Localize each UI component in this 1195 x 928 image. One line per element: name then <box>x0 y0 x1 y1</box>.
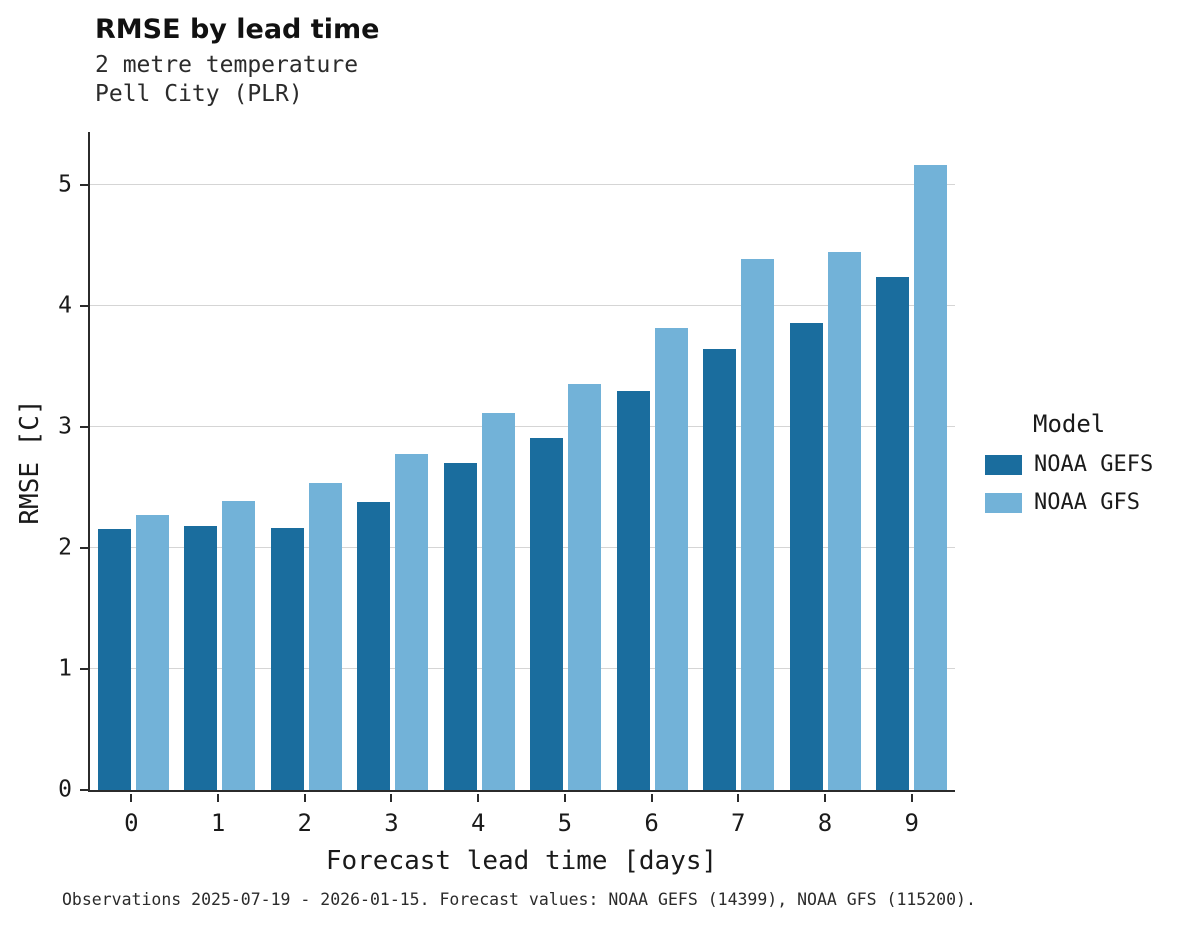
bar-noaa-gefs-lead-3 <box>357 502 391 790</box>
legend-items: NOAA GEFS NOAA GFS <box>985 452 1190 515</box>
x-tick-label-6: 6 <box>608 794 695 837</box>
bar-group-lead-5 <box>523 132 610 790</box>
legend-item-noaa-gefs: NOAA GEFS <box>985 452 1190 477</box>
chart-subtitle-location: Pell City (PLR) <box>95 81 303 107</box>
legend-label-noaa-gfs: NOAA GFS <box>1034 490 1140 515</box>
bar-group-lead-6 <box>609 132 696 790</box>
bar-group-lead-4 <box>436 132 523 790</box>
x-tick-label-0: 0 <box>88 794 175 837</box>
y-tick-mark-0 <box>80 789 90 791</box>
bar-noaa-gefs-lead-6 <box>616 390 650 790</box>
bar-noaa-gefs-lead-2 <box>270 527 304 790</box>
legend-swatch-noaa-gefs <box>985 454 1022 475</box>
legend-item-noaa-gfs: NOAA GFS <box>985 490 1190 515</box>
gridline-3 <box>90 426 955 428</box>
legend-title: Model <box>1033 410 1106 438</box>
bar-noaa-gefs-lead-1 <box>184 526 218 790</box>
y-tick-mark-1 <box>80 668 90 671</box>
bar-noaa-gfs-lead-2 <box>308 482 342 790</box>
y-tick-label-3: 3 <box>58 413 72 440</box>
bar-noaa-gefs-lead-7 <box>703 348 737 790</box>
bar-group-lead-8 <box>782 132 869 790</box>
bar-noaa-gefs-lead-9 <box>876 277 910 790</box>
gridline-5 <box>90 184 955 186</box>
x-tick-label-9: 9 <box>868 794 955 837</box>
y-tick-mark-4 <box>80 305 90 308</box>
y-tick-mark-5 <box>80 184 90 187</box>
bar-noaa-gfs-lead-9 <box>914 164 948 790</box>
bar-noaa-gfs-lead-4 <box>481 412 515 790</box>
y-tick-label-0: 0 <box>58 776 72 803</box>
bar-noaa-gefs-lead-5 <box>530 438 564 790</box>
x-tick-label-8: 8 <box>782 794 869 837</box>
gridline-4 <box>90 305 955 307</box>
y-tick-label-4: 4 <box>58 292 72 319</box>
bar-groups <box>90 132 955 790</box>
x-axis-label: Forecast lead time [days] <box>325 846 718 876</box>
bar-group-lead-0 <box>90 132 177 790</box>
legend-label-noaa-gefs: NOAA GEFS <box>1034 452 1154 477</box>
bar-noaa-gfs-lead-6 <box>654 327 688 790</box>
bar-noaa-gfs-lead-8 <box>827 251 861 790</box>
bar-noaa-gfs-lead-3 <box>395 453 429 790</box>
bar-noaa-gefs-lead-0 <box>97 528 131 790</box>
chart-subtitle-variable: 2 metre temperature <box>95 52 359 78</box>
plot-area: 0 1 2 3 4 5 <box>58 132 955 801</box>
y-axis-label: RMSE [C] <box>15 399 45 525</box>
y-tick-label-5: 5 <box>58 171 72 198</box>
bar-noaa-gefs-lead-4 <box>443 463 477 790</box>
bar-noaa-gfs-lead-1 <box>222 500 256 790</box>
y-tick-label-1: 1 <box>58 655 72 682</box>
x-tick-label-3: 3 <box>348 794 435 837</box>
bar-noaa-gfs-lead-0 <box>135 515 169 790</box>
legend-swatch-noaa-gfs <box>985 492 1022 513</box>
gridline-2 <box>90 547 955 549</box>
chart-title: RMSE by lead time <box>95 14 380 45</box>
x-tick-label-7: 7 <box>695 794 782 837</box>
bar-noaa-gfs-lead-7 <box>741 259 775 790</box>
y-tick-mark-3 <box>80 426 90 429</box>
bar-group-lead-3 <box>350 132 437 790</box>
bar-noaa-gfs-lead-5 <box>568 383 602 790</box>
x-tick-label-4: 4 <box>435 794 522 837</box>
bar-noaa-gefs-lead-8 <box>789 323 823 790</box>
y-tick-label-2: 2 <box>58 534 72 561</box>
bar-group-lead-7 <box>696 132 783 790</box>
bar-group-lead-1 <box>177 132 264 790</box>
gridline-1 <box>90 668 955 670</box>
x-tick-label-1: 1 <box>175 794 262 837</box>
x-tick-label-2: 2 <box>261 794 348 837</box>
y-tick-mark-2 <box>80 547 90 550</box>
bar-group-lead-2 <box>263 132 350 790</box>
bar-group-lead-9 <box>869 132 956 790</box>
legend: Model NOAA GEFS NOAA GFS <box>985 410 1190 528</box>
footer-caption: Observations 2025-07-19 - 2026-01-15. Fo… <box>62 890 976 909</box>
x-tick-label-5: 5 <box>522 794 609 837</box>
